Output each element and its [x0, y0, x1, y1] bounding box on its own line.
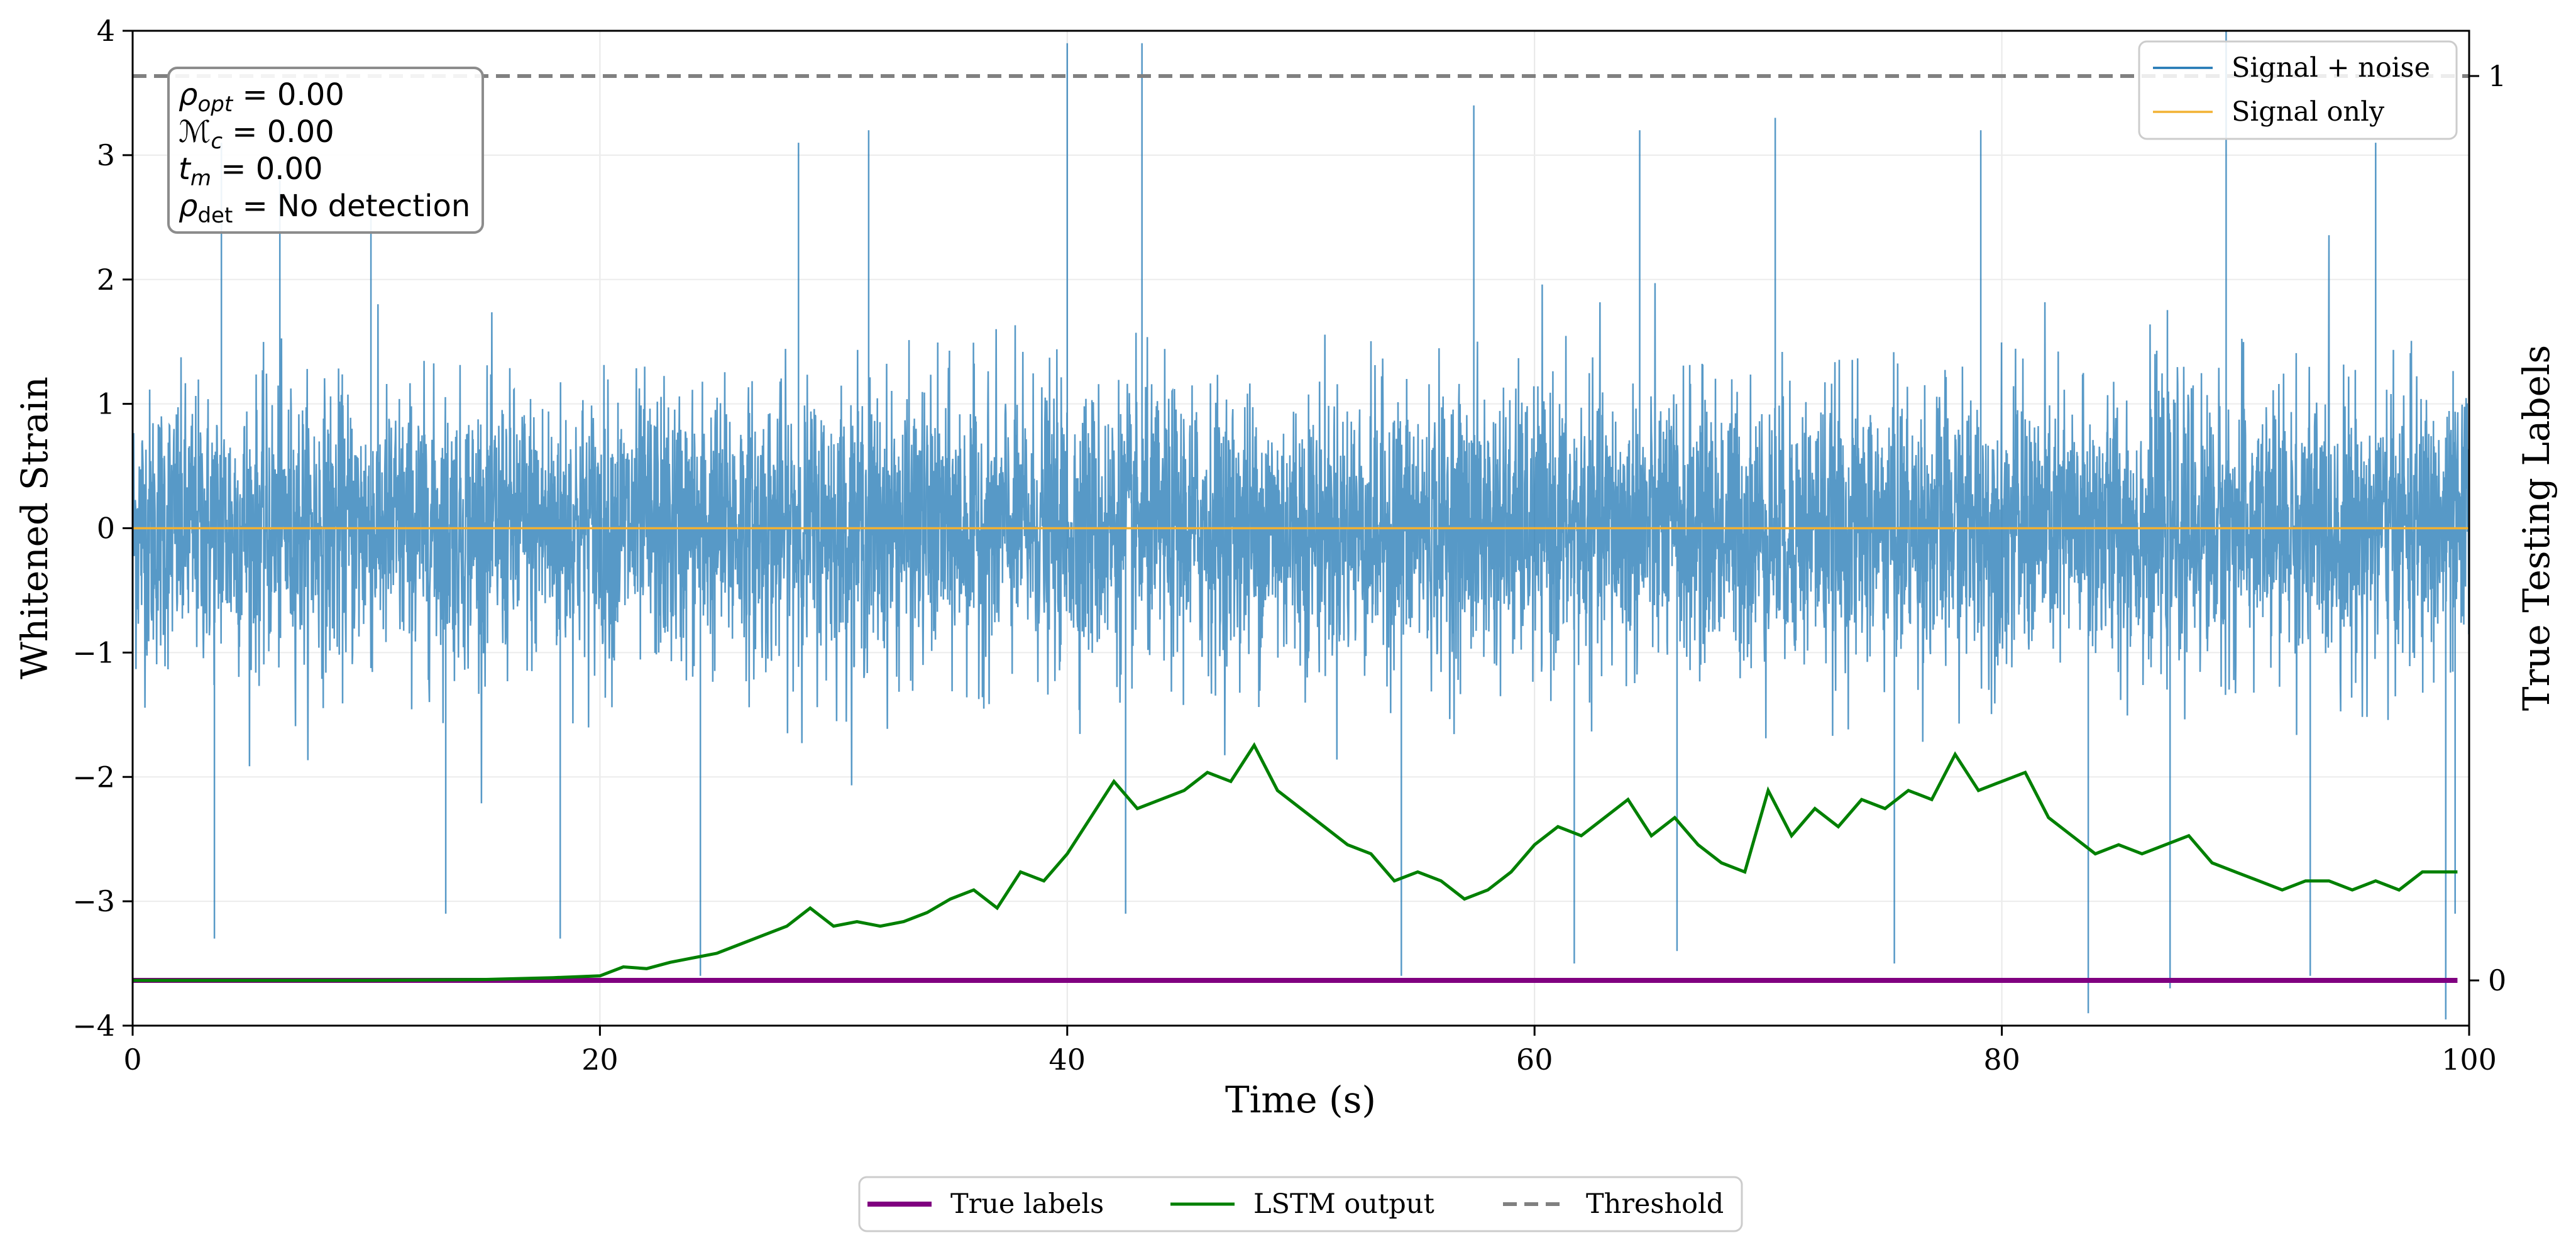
y2-tick-label: 0 — [2488, 963, 2506, 997]
y-tick-label: −1 — [72, 635, 115, 669]
annotation-rho-det: ρdet = No detection — [179, 189, 470, 228]
y-axis-label: Whitened Strain — [13, 376, 56, 679]
x-tick-label: 100 — [2441, 1043, 2497, 1077]
y-tick-label: −2 — [72, 760, 115, 794]
x-tick-label: 20 — [581, 1043, 619, 1077]
legend-label-signal-only: Signal only — [2232, 96, 2385, 128]
annotation-box: ρopt = 0.00 ℳc = 0.00 tm = 0.00 ρdet = N… — [167, 67, 484, 234]
lower-legend: True labels LSTM output Threshold — [858, 1176, 1743, 1232]
lstm-output-line — [133, 742, 2458, 982]
annotation-chirp-mass: ℳc = 0.00 — [179, 114, 334, 154]
legend-label-lstm-output: LSTM output — [1253, 1188, 1434, 1220]
legend-label-threshold: Threshold — [1586, 1188, 1724, 1220]
x-axis-label: Time (s) — [1225, 1078, 1376, 1121]
y-tick-label: 0 — [97, 512, 115, 546]
x-tick-label: 40 — [1049, 1043, 1086, 1077]
y2-axis-label: True Testing Labels — [2515, 345, 2558, 711]
signal-plus-noise-line — [133, 31, 2469, 1020]
legend-label-signal-noise: Signal + noise — [2232, 52, 2430, 84]
y-tick-label: −4 — [72, 1009, 115, 1043]
y-axis-ticks: −4 −3 −2 −1 0 1 2 3 4 — [72, 14, 133, 1043]
y2-tick-label: 1 — [2488, 59, 2506, 93]
y-tick-label: 1 — [97, 387, 115, 421]
y-tick-label: 3 — [97, 138, 115, 172]
legend-label-true-labels: True labels — [950, 1188, 1104, 1220]
y-tick-label: 4 — [97, 14, 115, 48]
annotation-rho-opt: ρopt = 0.00 — [179, 77, 344, 117]
y-tick-label: −3 — [72, 884, 115, 918]
x-tick-label: 0 — [123, 1043, 141, 1077]
x-tick-label: 60 — [1516, 1043, 1553, 1077]
annotation-merger-time: tm = 0.00 — [179, 151, 323, 191]
y-tick-label: 2 — [97, 263, 115, 297]
x-axis-ticks: 0 20 40 60 80 100 — [123, 1026, 2497, 1077]
x-tick-label: 80 — [1983, 1043, 2020, 1077]
upper-legend: Signal + noise Signal only — [2138, 40, 2458, 140]
y2-axis-ticks: 01 — [2469, 59, 2506, 997]
